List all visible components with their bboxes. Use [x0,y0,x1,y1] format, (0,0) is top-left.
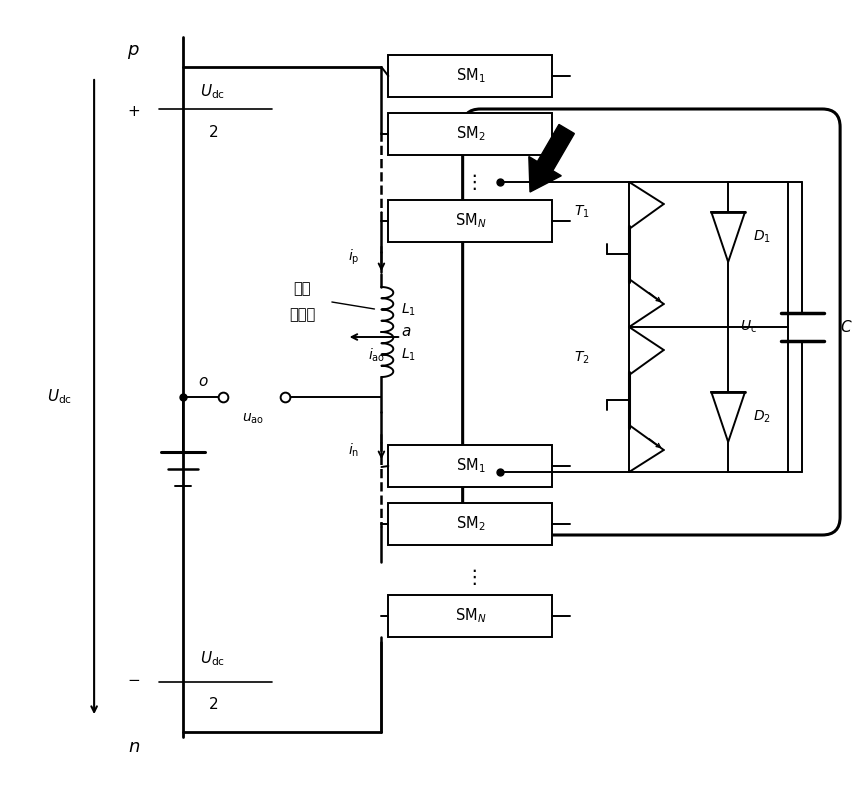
Text: $-$: $-$ [127,672,140,686]
Text: ${\rm SM}_1$: ${\rm SM}_1$ [456,457,485,475]
Text: ${\rm SM}_1$: ${\rm SM}_1$ [456,67,485,85]
Text: ${\rm SM}_2$: ${\rm SM}_2$ [456,515,485,533]
Text: $u_{\rm ao}$: $u_{\rm ao}$ [241,412,264,426]
Bar [388,595,551,637]
Text: $D_2$: $D_2$ [752,409,770,426]
Bar [388,55,551,97]
Text: $\vdots$: $\vdots$ [464,567,476,587]
Text: $i_{\rm p}$: $i_{\rm p}$ [348,247,359,267]
Text: $i_{\rm ao}$: $i_{\rm ao}$ [368,347,385,363]
Bar [388,200,551,242]
Text: $\vdots$: $\vdots$ [464,172,476,192]
Bar [388,503,551,545]
Text: $+$: $+$ [127,105,140,119]
Bar [388,113,551,155]
Text: $U_{\rm dc}$: $U_{\rm dc}$ [200,650,225,669]
Text: $i_{\rm n}$: $i_{\rm n}$ [348,442,359,459]
Text: $2$: $2$ [207,696,218,712]
Text: $D_1$: $D_1$ [752,229,770,245]
Text: $L_1$: $L_1$ [401,347,415,363]
Text: ${\rm SM}_2$: ${\rm SM}_2$ [456,124,485,143]
Text: $-$: $-$ [218,392,228,402]
Text: $C$: $C$ [839,319,851,335]
Text: ${\rm SM}_N$: ${\rm SM}_N$ [455,607,485,626]
Text: $L_1$: $L_1$ [401,301,415,318]
Polygon shape [528,124,574,192]
Text: $U_{\rm dc}$: $U_{\rm dc}$ [47,387,72,406]
Text: $U_{\rm c}$: $U_{\rm c}$ [739,319,756,336]
Text: $n$: $n$ [127,738,140,756]
FancyBboxPatch shape [462,109,839,535]
Text: ${\rm SM}_N$: ${\rm SM}_N$ [455,212,485,230]
Bar [388,445,551,487]
Text: $o$: $o$ [198,375,208,389]
Text: $T_1$: $T_1$ [573,204,589,220]
Text: 桥臂: 桥臂 [293,282,310,296]
Text: $a$: $a$ [401,325,411,339]
Text: $U_{\rm dc}$: $U_{\rm dc}$ [200,83,225,101]
Text: $2$: $2$ [207,124,218,140]
Text: $T_2$: $T_2$ [573,350,589,366]
Text: 电抗器: 电抗器 [288,308,315,322]
Text: $p$: $p$ [127,43,140,61]
Text: $+$: $+$ [280,391,290,402]
